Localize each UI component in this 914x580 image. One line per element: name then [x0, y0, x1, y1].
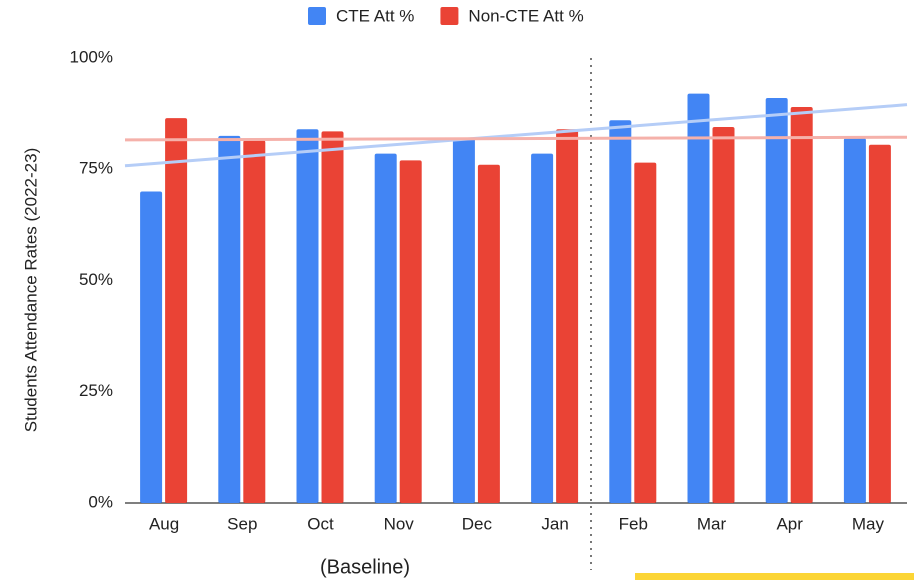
bar	[843, 138, 866, 503]
bar	[243, 140, 266, 503]
legend-swatch	[308, 7, 326, 25]
x-tick-label: May	[852, 514, 885, 533]
bar	[477, 164, 500, 504]
x-tick-label: Dec	[462, 514, 493, 533]
bar	[374, 153, 397, 504]
x-tick-label: Feb	[619, 514, 648, 533]
bar	[165, 118, 188, 503]
x-tick-label: Apr	[776, 514, 803, 533]
bar	[765, 98, 788, 504]
bar	[140, 191, 163, 503]
bar	[687, 93, 710, 503]
y-tick-label: 50%	[79, 270, 113, 289]
y-axis-label: Students Attendance Rates (2022-23)	[21, 148, 40, 432]
bar	[712, 126, 735, 503]
bar	[452, 138, 475, 503]
bar	[868, 144, 891, 503]
highlight-strip	[635, 573, 914, 580]
bar	[399, 160, 422, 503]
legend-label: CTE Att %	[336, 6, 414, 25]
bar	[609, 120, 632, 504]
legend-swatch	[440, 7, 459, 25]
x-tick-label: Aug	[149, 514, 179, 533]
trendline	[124, 103, 908, 168]
y-tick-label: 100%	[70, 47, 113, 66]
bar	[790, 106, 813, 503]
trendline	[124, 135, 908, 142]
x-tick-label: Nov	[384, 514, 415, 533]
bar	[556, 129, 579, 503]
x-tick-label: Sep	[227, 514, 257, 533]
y-tick-label: 25%	[79, 381, 113, 400]
bar	[634, 162, 657, 503]
bar	[321, 131, 344, 504]
x-tick-label: Mar	[697, 514, 727, 533]
annotation: (Baseline)	[320, 556, 410, 578]
y-tick-label: 0%	[88, 492, 113, 511]
y-tick-label: 75%	[79, 159, 113, 178]
x-tick-label: Oct	[307, 514, 334, 533]
bar	[531, 153, 554, 504]
bar	[296, 129, 319, 503]
x-tick-label: Jan	[541, 514, 568, 533]
legend-label: Non-CTE Att %	[468, 6, 583, 25]
bar	[218, 135, 241, 503]
